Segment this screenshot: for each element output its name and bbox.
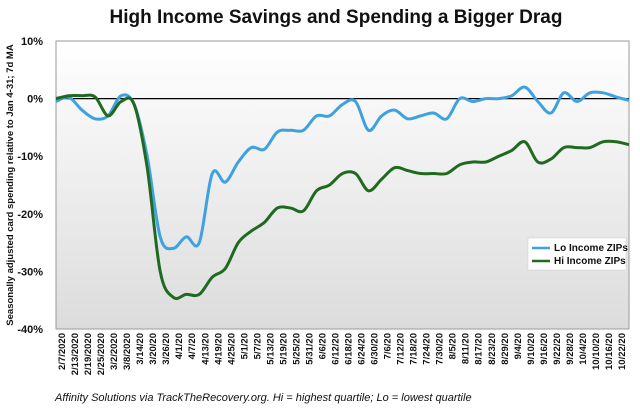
x-tick-label: 7/6/20 xyxy=(383,333,394,359)
x-tick-label: 6/24/20 xyxy=(357,333,368,365)
x-tick-label: 7/12/20 xyxy=(396,333,407,365)
legend-box xyxy=(527,237,627,271)
chart-title: High Income Savings and Spending a Bigge… xyxy=(110,7,563,28)
x-tick-label: 8/29/20 xyxy=(500,333,511,365)
x-tick-label: 9/22/20 xyxy=(552,333,563,365)
legend: Lo Income ZIPs Hi Income ZIPs xyxy=(527,237,628,271)
x-tick-label: 10/4/20 xyxy=(578,333,589,365)
x-tick-label: 10/10/20 xyxy=(591,333,602,370)
x-axis-ticks: 2/7/2020 2/13/2020 2/19/2020 2/25/2020 3/2/2… xyxy=(57,333,628,375)
x-tick-label: 2/19/2020 xyxy=(83,333,94,375)
x-tick-label: 5/1/20 xyxy=(239,333,250,359)
x-tick-label: 4/7/20 xyxy=(187,333,198,359)
source-note: Affinity Solutions via TrackTheRecovery.… xyxy=(54,392,472,404)
x-tick-label: 3/26/20 xyxy=(161,333,172,365)
x-tick-label: 8/17/20 xyxy=(474,333,485,365)
y-tick-label: -10% xyxy=(17,151,43,163)
y-tick-label: 10% xyxy=(21,36,43,48)
x-tick-label: 6/12/20 xyxy=(331,333,342,365)
x-tick-label: 4/19/20 xyxy=(213,333,224,365)
lo-income-series-line xyxy=(55,85,630,251)
y-tick-label: -40% xyxy=(17,324,43,336)
series-lines xyxy=(55,85,630,301)
x-tick-label: 6/18/20 xyxy=(344,333,355,365)
y-axis-label: Seasonally adjusted card spending relati… xyxy=(5,44,16,326)
x-tick-label: 5/25/20 xyxy=(291,333,302,365)
x-tick-label: 6/6/20 xyxy=(318,333,329,359)
x-tick-label: 4/25/20 xyxy=(226,333,237,365)
plot-area xyxy=(55,40,630,330)
x-tick-label: 7/24/20 xyxy=(422,333,433,365)
x-tick-label: 3/14/20 xyxy=(135,333,146,365)
x-tick-label: 3/20/20 xyxy=(148,333,159,365)
legend-label-lo: Lo Income ZIPs xyxy=(554,243,628,254)
x-tick-label: 5/7/20 xyxy=(252,333,263,359)
x-tick-label: 5/31/20 xyxy=(304,333,315,365)
x-tick-label: 9/16/20 xyxy=(539,333,550,365)
x-tick-label: 2/13/2020 xyxy=(70,333,81,375)
x-tick-label: 7/30/20 xyxy=(435,333,446,365)
x-tick-label: 10/16/20 xyxy=(604,333,615,370)
x-tick-label: 2/25/2020 xyxy=(96,333,107,375)
x-tick-label: 5/19/20 xyxy=(278,333,289,365)
x-tick-label: 9/4/20 xyxy=(513,333,524,359)
x-tick-label: 6/30/20 xyxy=(370,333,381,365)
x-tick-label: 8/5/20 xyxy=(448,333,459,359)
x-tick-label: 9/10/20 xyxy=(526,333,537,365)
x-tick-label: 10/22/20 xyxy=(617,333,628,370)
x-tick-label: 9/28/20 xyxy=(565,333,576,365)
x-tick-label: 4/13/20 xyxy=(200,333,211,365)
legend-label-hi: Hi Income ZIPs xyxy=(554,256,626,267)
y-tick-label: 0% xyxy=(27,94,43,106)
y-axis-ticks: 10% 0% -10% -20% -30% -40% xyxy=(17,36,43,336)
x-tick-label: 4/1/20 xyxy=(174,333,185,359)
y-tick-label: -20% xyxy=(17,209,43,221)
x-tick-label: 2/7/2020 xyxy=(57,333,68,370)
x-tick-label: 8/23/20 xyxy=(487,333,498,365)
y-tick-label: -30% xyxy=(17,266,43,278)
x-tick-label: 8/11/20 xyxy=(461,333,472,364)
x-tick-label: 7/18/20 xyxy=(409,333,420,365)
x-tick-label: 3/8/2020 xyxy=(122,333,133,370)
x-tick-label: 5/13/20 xyxy=(265,333,276,365)
hi-income-series-line xyxy=(55,93,630,301)
x-tick-label: 3/2/2020 xyxy=(109,333,120,370)
